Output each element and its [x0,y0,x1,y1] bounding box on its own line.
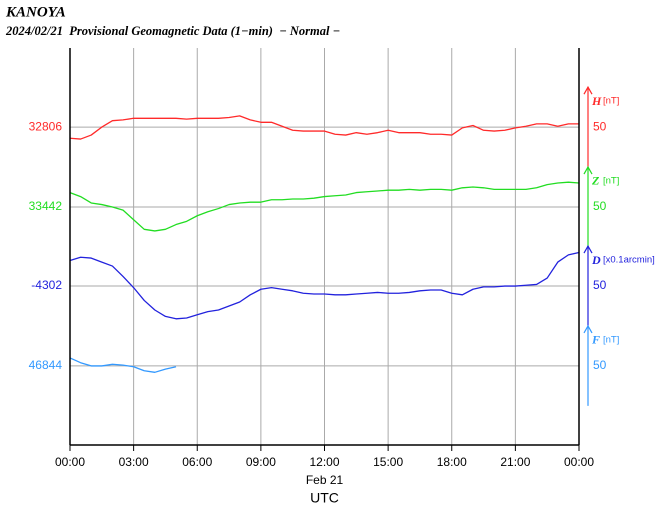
series-unit: [x0.1arcmin] [603,255,655,266]
scale-label: 50 [593,278,607,292]
scale-label: 50 [593,119,607,133]
y-tick-label: 32806 [29,119,63,133]
x-tick-label: 00:00 [55,455,85,469]
x-tick-label: 21:00 [500,455,530,469]
x-tick-label: 18:00 [437,455,467,469]
chart-subtitle: 2024/02/21 Provisional Geomagnetic Data … [5,24,340,38]
scale-label: 50 [593,358,607,372]
x-tick-label: 12:00 [309,455,339,469]
series-name: D [591,253,601,267]
series-name: Z [591,174,600,188]
x-tick-label: 09:00 [246,455,276,469]
scale-arrow [583,324,593,334]
series-name: H [591,94,602,108]
x-axis-label: UTC [310,490,339,506]
x-tick-label: 00:00 [564,455,594,469]
series-line [69,357,177,373]
date-label: Feb 21 [306,473,344,487]
chart-title: KANOYA [5,4,66,20]
series-unit: [nT] [603,96,619,107]
x-tick-label: 06:00 [182,455,212,469]
series-line [69,181,580,232]
series-unit: [nT] [603,175,619,186]
series-name: F [591,333,600,347]
y-tick-label: 33442 [29,199,63,213]
scale-arrow [583,165,593,175]
scale-label: 50 [593,199,607,213]
series-line [69,251,580,320]
series-line [69,115,579,140]
x-tick-label: 15:00 [373,455,403,469]
y-tick-label: 46844 [29,358,63,372]
series-unit: [nT] [603,334,619,345]
y-tick-label: -4302 [31,278,62,292]
scale-arrow [583,85,593,95]
scale-arrow [583,244,593,254]
x-tick-label: 03:00 [119,455,149,469]
